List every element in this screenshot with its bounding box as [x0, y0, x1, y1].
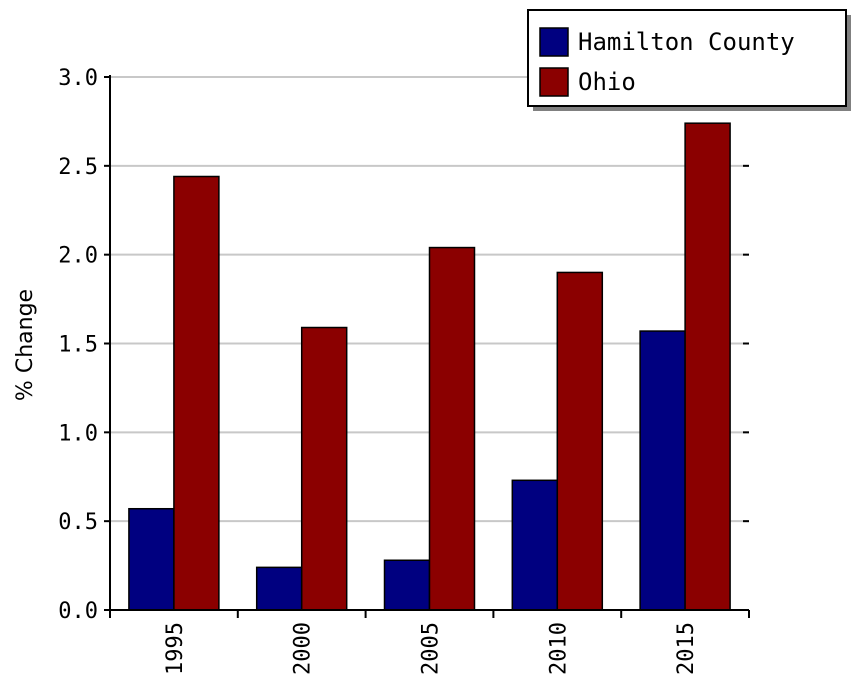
y-tick-label: 0.5: [58, 510, 98, 535]
bar-hamilton-county-2005: [383, 559, 431, 611]
y-tick-label: 3.0: [58, 66, 98, 91]
bar-ohio-2010: [556, 271, 604, 611]
bar-ohio-2000: [300, 326, 348, 611]
bars: [128, 122, 731, 611]
y-tick-label: 2.5: [58, 155, 98, 180]
y-tick-label: 0.0: [58, 599, 98, 624]
legend-swatch: [539, 67, 569, 97]
x-tick-label: 2010: [546, 622, 571, 675]
legend-box: [527, 9, 847, 107]
bar-ohio-2005: [428, 246, 476, 611]
y-tick-label: 1.5: [58, 333, 98, 358]
legend: Hamilton County Ohio: [527, 9, 851, 111]
x-tick-label: 1995: [163, 622, 188, 675]
legend-label: Ohio: [578, 68, 636, 96]
x-tick-label: 2005: [419, 622, 444, 675]
bar-hamilton-county-1995: [128, 507, 175, 611]
x-tick-labels: 1995 2000 2005 2010 2015: [163, 622, 699, 675]
y-tick-labels: 0.0 0.5 1.0 1.5 2.0 2.5 3.0: [58, 66, 98, 624]
axes: [104, 75, 750, 618]
bar-ohio-2015: [684, 122, 731, 611]
bar-hamilton-county-2010: [511, 479, 559, 611]
legend-swatch: [539, 27, 569, 57]
legend-label: Hamilton County: [578, 28, 795, 56]
y-axis-label: % Change: [13, 289, 38, 401]
bar-hamilton-county-2000: [255, 566, 303, 611]
bar-hamilton-county-2015: [639, 330, 686, 611]
bar-ohio-1995: [173, 175, 220, 611]
x-tick-label: 2000: [291, 622, 316, 675]
x-tick-label: 2015: [674, 622, 699, 675]
y-tick-label: 1.0: [58, 421, 98, 446]
y-tick-label: 2.0: [58, 244, 98, 269]
